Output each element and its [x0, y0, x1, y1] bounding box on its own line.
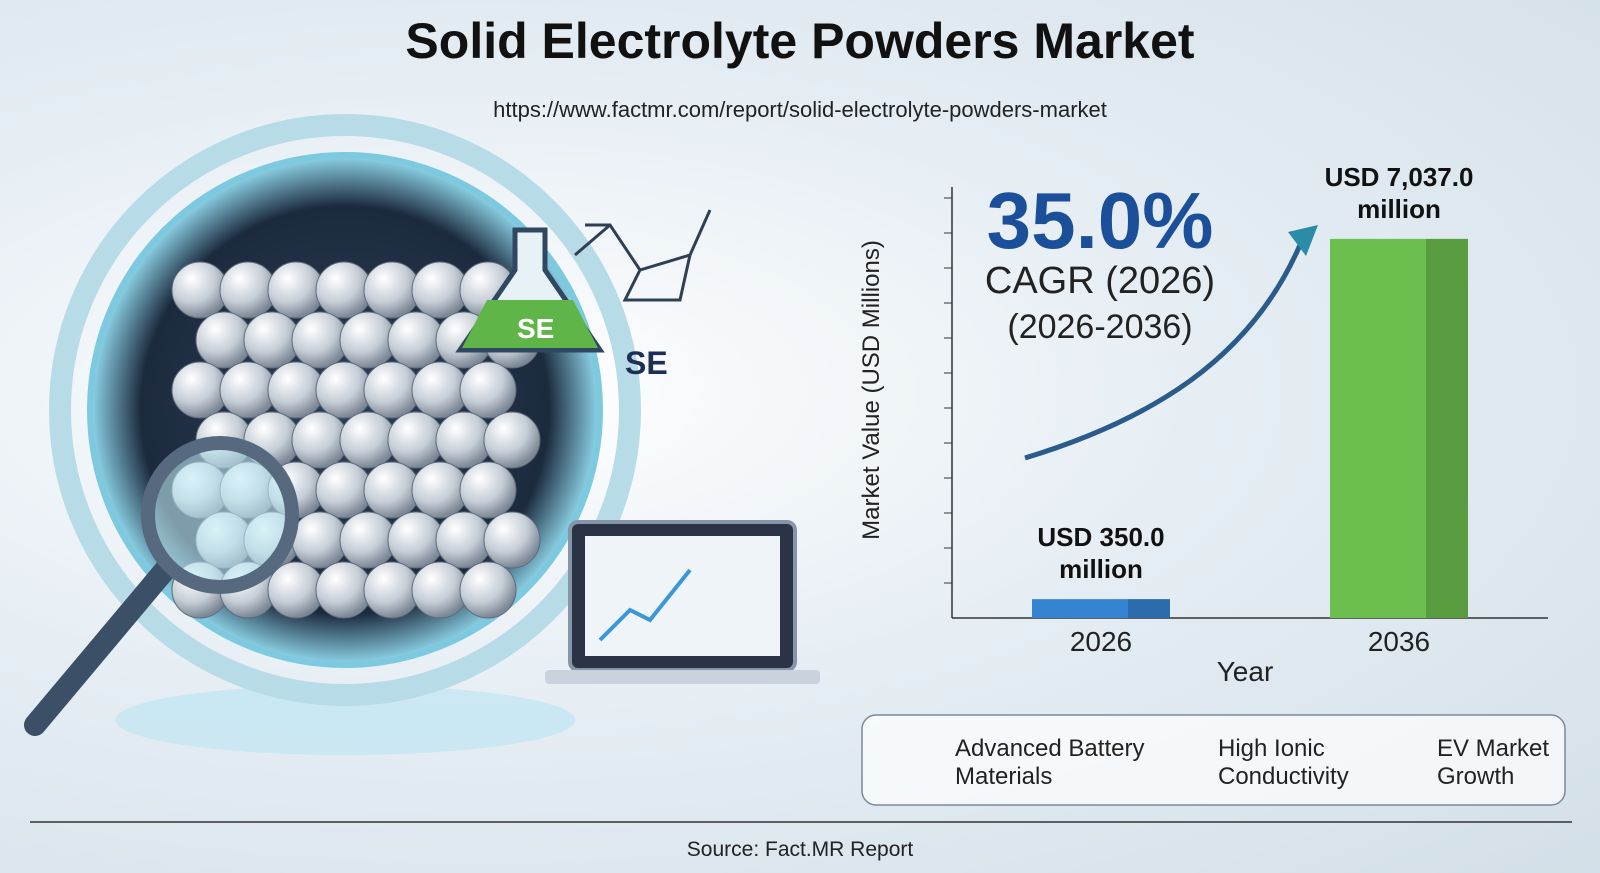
x-axis-label: Year [1216, 656, 1274, 687]
particle [483, 411, 541, 469]
feature: EV Market Growth [1437, 735, 1550, 790]
bar [1032, 599, 1170, 618]
value-label: USD 7,037.0 million [1324, 161, 1474, 224]
illustration [24, 114, 820, 755]
particle [483, 511, 541, 569]
particle [459, 561, 517, 619]
title: Solid Electrolyte Powders Market [405, 13, 1195, 69]
flask-label: SE [517, 313, 555, 344]
particle [459, 461, 517, 519]
arrow-head [1288, 225, 1318, 256]
cagr-period: (2026-2036) [1007, 308, 1193, 346]
value-label: USD 350.0 million [1037, 522, 1165, 585]
bar-shade [1128, 599, 1170, 618]
bar-shade [1426, 238, 1468, 618]
bar [1330, 238, 1468, 618]
x-tick-label: 2026 [1069, 626, 1133, 657]
y-axis-label: Market Value (USD Millions) [858, 240, 885, 540]
growth-arrow [1024, 244, 1303, 461]
cagr-value: 35.0% [986, 176, 1214, 265]
url: https://www.factmr.com/report/solid-elec… [493, 97, 1107, 122]
source: Source: Fact.MR Report [686, 838, 914, 861]
feature-box [861, 714, 1566, 806]
feature: High Ionic Conductivity [1218, 735, 1349, 790]
molecule-label: SE [625, 345, 668, 381]
cagr-label: CAGR (2026) [984, 260, 1216, 302]
x-tick-label: 2036 [1367, 626, 1431, 657]
feature: Advanced Battery Materials [955, 735, 1145, 790]
particle [459, 361, 517, 419]
